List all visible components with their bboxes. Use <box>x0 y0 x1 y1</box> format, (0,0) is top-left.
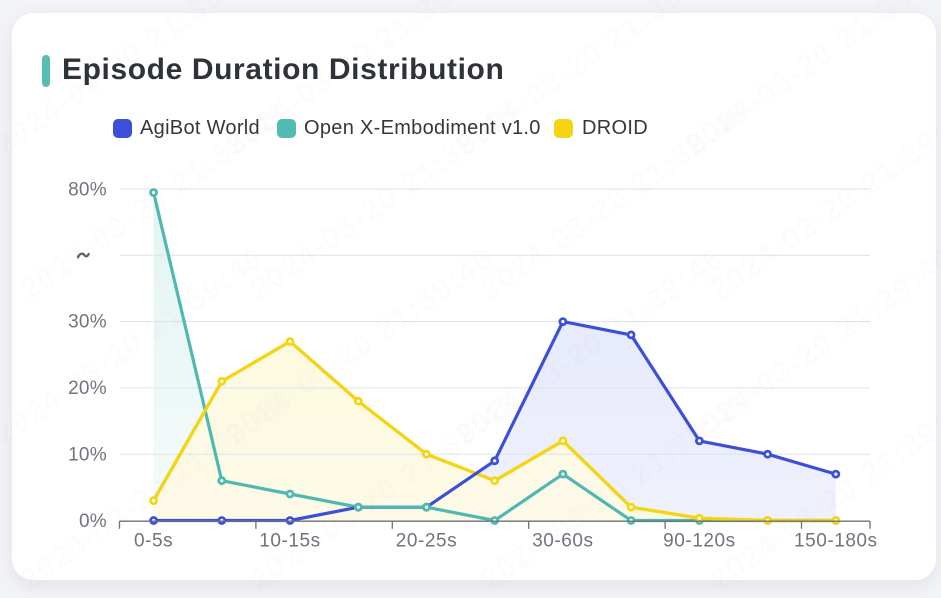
svg-text:20-25s: 20-25s <box>396 531 457 552</box>
svg-text:0%: 0% <box>79 511 107 532</box>
svg-text:20%: 20% <box>68 378 107 399</box>
svg-text:90-120s: 90-120s <box>663 531 736 552</box>
svg-text:10-15s: 10-15s <box>259 531 320 552</box>
svg-text:80%: 80% <box>68 180 107 201</box>
svg-text:10%: 10% <box>68 445 107 466</box>
svg-text:30-60s: 30-60s <box>532 531 593 552</box>
svg-text:0-5s: 0-5s <box>134 531 173 552</box>
svg-text:30%: 30% <box>68 312 107 333</box>
svg-text:150-180s: 150-180s <box>794 531 878 552</box>
